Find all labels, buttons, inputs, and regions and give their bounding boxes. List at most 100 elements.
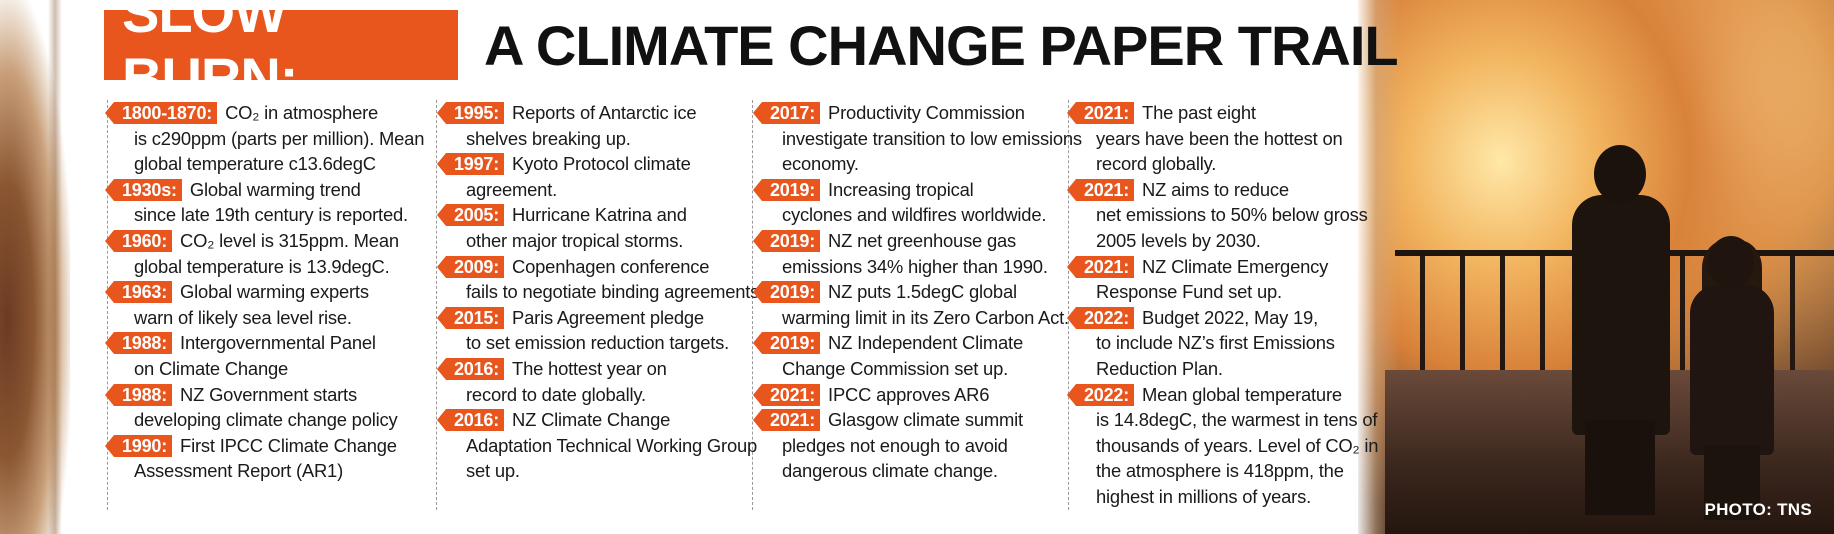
timeline-column-4: 2021: The past eight years have been the h… [1066, 100, 1396, 510]
entry-text-first-line: Global warming experts [180, 281, 369, 303]
timeline-entry: 2022: Mean global temperature is 14.8degC,… [1066, 382, 1396, 510]
year-tag: 2015: [436, 306, 505, 329]
entry-text-first-line: NZ puts 1.5degC global [828, 281, 1017, 303]
entry-text-body: Change Commission set up. [782, 357, 1009, 379]
headline-title: A CLIMATE CHANGE PAPER TRAIL [484, 13, 1399, 77]
year-tag: 1800-1870: [104, 102, 218, 124]
timeline-column-3: 2017: Productivity Commission investigate … [752, 100, 1082, 484]
railing-post [1500, 256, 1505, 376]
entry-text-first-line: NZ Climate Emergency [1142, 255, 1329, 277]
entry-text-body: global temperature is 13.9degC. [134, 255, 390, 277]
year-tag: 2017: [752, 102, 821, 124]
entry-text-first-line: Mean global temperature [1142, 383, 1342, 405]
timeline-entry: 1930s: Global warming trend since late 19t… [105, 177, 434, 228]
year-tag: 1990: [104, 434, 173, 457]
year-tag: 2019: [752, 281, 821, 304]
entry-text-body: fails to negotiate binding agreements. [466, 281, 765, 303]
entry-text-body: emissions 34% higher than 1990. [782, 255, 1048, 277]
year-tag: 2016: [436, 409, 505, 432]
year-tag: 1997: [436, 153, 505, 176]
timeline-entry: 1960: CO₂ level is 315ppm. Mean global tem… [104, 228, 434, 279]
timeline-entry: 2009: Copenhagen conference fails to negot… [436, 254, 766, 305]
timeline-column-1: 1800-1870: CO₂ in atmosphere is c290ppm (p… [104, 100, 434, 484]
child2-silhouette [1690, 285, 1774, 455]
child2-head [1708, 236, 1754, 288]
timeline-entry: 2021: IPCC approves AR6 [752, 382, 1082, 408]
year-tag: 2021: [1066, 178, 1135, 201]
railing-post [1680, 256, 1685, 376]
year-tag: 2021: [752, 409, 821, 432]
entry-text-body: warn of likely sea level rise. [134, 306, 352, 328]
timeline-entry: 2015: Paris Agreement pledge to set emissi… [436, 305, 766, 356]
column-divider [436, 100, 437, 510]
entry-text-first-line: Global warming trend [189, 178, 361, 200]
entry-text-body: is 14.8degC, the warmest in tens of thou… [1096, 409, 1379, 507]
entry-text-body: Assessment Report (AR1) [134, 460, 344, 482]
railing-post [1790, 256, 1795, 376]
timeline-entry: 1988: Intergovernmental Panel on Climate C… [104, 330, 434, 381]
entry-text-body: on Climate Change [134, 357, 289, 379]
column-divider [752, 100, 753, 510]
column-divider [107, 100, 108, 510]
entry-text-first-line: Intergovernmental Panel [180, 332, 376, 354]
entry-text-body: investigate transition to low emissions … [782, 127, 1082, 175]
timeline-entry: 1963: Global warming experts warn of likel… [104, 279, 434, 330]
year-tag: 2021: [752, 383, 821, 406]
year-tag: 2005: [436, 204, 505, 227]
entry-text-body: net emissions to 50% below gross 2005 le… [1096, 204, 1368, 251]
entry-text-first-line: Reports of Antarctic ice [512, 102, 697, 123]
entry-text-first-line: CO₂ level is 315ppm. Mean [180, 229, 399, 251]
year-tag: 1930s: [105, 178, 182, 201]
railing-post [1420, 256, 1425, 376]
year-tag: 1995: [436, 102, 505, 124]
year-tag: 2019: [752, 178, 821, 201]
entry-text-first-line: NZ net greenhouse gas [828, 229, 1017, 251]
burnt-left-edge [0, 0, 70, 534]
timeline-entry: 2017: Productivity Commission investigate … [752, 100, 1082, 177]
entry-text-body: pledges not enough to avoid dangerous cl… [782, 434, 1008, 482]
timeline-entry: 2021: NZ Climate Emergency Response Fund s… [1066, 254, 1396, 305]
entry-text-first-line: Kyoto Protocol climate [512, 153, 691, 175]
year-tag: 2021: [1066, 255, 1135, 278]
timeline-entry: 1995: Reports of Antarctic ice shelves bre… [436, 100, 766, 151]
timeline-entry: 1990: First IPCC Climate Change Assessment… [104, 433, 434, 484]
year-tag: 2009: [436, 255, 505, 278]
year-tag: 1960: [104, 229, 173, 252]
entry-text-first-line: IPCC approves AR6 [828, 383, 990, 405]
child-silhouette [1572, 195, 1670, 435]
entry-text-first-line: Paris Agreement pledge [512, 306, 704, 328]
timeline-column-2: 1995: Reports of Antarctic ice shelves bre… [436, 100, 766, 484]
year-tag: 2016: [436, 357, 505, 380]
year-tag: 2022: [1066, 306, 1135, 329]
entry-text-first-line: NZ Climate Change [512, 409, 671, 431]
timeline-entry: 1997: Kyoto Protocol climate agreement. [436, 151, 766, 202]
entry-text-body: Adaptation Technical Working Group set u… [466, 434, 758, 482]
entry-text-body: to set emission reduction targets. [466, 332, 730, 354]
year-tag: 1988: [104, 332, 173, 355]
entry-text-first-line: The hottest year on [512, 357, 667, 379]
entry-text-first-line: The past eight [1142, 102, 1256, 123]
timeline-entry: 2021: The past eight years have been the h… [1066, 100, 1396, 177]
entry-text-first-line: NZ Government starts [180, 383, 357, 405]
entry-text-body: developing climate change policy [134, 409, 398, 431]
timeline-entry: 2005: Hurricane Katrina and other major tr… [436, 202, 766, 253]
entry-text-body: agreement. [466, 178, 558, 200]
entry-text-body: warming limit in its Zero Carbon Act. [782, 306, 1069, 328]
entry-text-body: Response Fund set up. [1096, 281, 1282, 303]
year-tag: 2022: [1066, 383, 1135, 406]
child-head [1594, 145, 1646, 203]
child2-legs [1704, 445, 1760, 520]
year-tag: 1988: [104, 383, 173, 406]
timeline-entry: 2019: NZ net greenhouse gas emissions 34% … [752, 228, 1082, 279]
year-tag: 2019: [752, 229, 821, 252]
timeline-entry: 1800-1870: CO₂ in atmosphere is c290ppm (p… [104, 100, 434, 177]
year-tag: 1963: [104, 281, 173, 304]
timeline-entry: 2021: NZ aims to reduce net emissions to 5… [1066, 177, 1396, 254]
entry-text-body: since late 19th century is reported. [134, 204, 408, 226]
column-divider [1068, 100, 1069, 510]
year-tag: 2019: [752, 332, 821, 355]
railing-post [1540, 256, 1545, 376]
entry-text-first-line: Increasing tropical [828, 178, 974, 200]
timeline-entry: 2016: The hottest year on record to date g… [436, 356, 766, 407]
railing-post [1460, 256, 1465, 376]
